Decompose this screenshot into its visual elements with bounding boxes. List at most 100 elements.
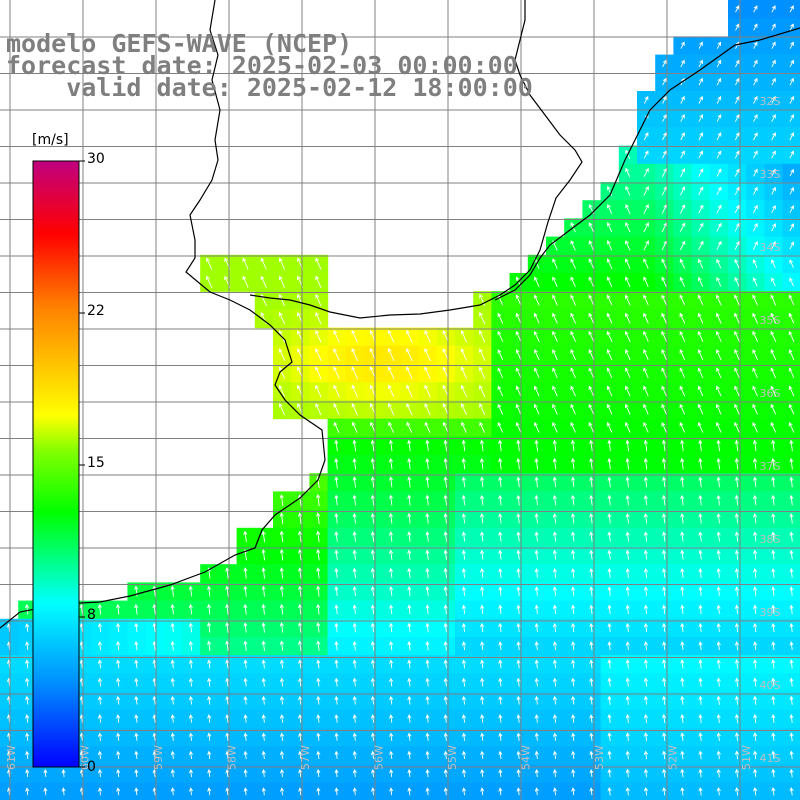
wind-arrow (389, 586, 394, 597)
wind-arrow (479, 330, 486, 343)
wind-arrow (278, 257, 286, 270)
wind-arrow (680, 549, 685, 560)
wind-arrow (533, 403, 540, 415)
wind-arrow (789, 713, 794, 723)
wind-arrow (116, 659, 121, 669)
wind-arrow (407, 659, 412, 669)
wind-arrow (461, 494, 466, 506)
wind-arrow (753, 186, 758, 195)
wind-arrow (425, 768, 430, 778)
wind-arrow (443, 622, 448, 633)
wind-arrow (261, 695, 266, 705)
wind-arrow (643, 349, 649, 361)
wind-arrow (662, 787, 667, 796)
wind-arrow (443, 604, 448, 615)
wind-arrow (643, 677, 648, 687)
wind-arrow (698, 476, 703, 488)
wind-arrow (571, 586, 576, 596)
wind-arrow (624, 385, 631, 397)
wind-arrow (789, 168, 794, 177)
wind-arrow (571, 750, 576, 760)
wind-arrow (243, 695, 248, 705)
wind-arrow (716, 168, 722, 177)
wind-arrow (243, 659, 248, 669)
valid-date: valid date: 2025-02-12 18:00:00 (6, 73, 533, 102)
wind-arrow (679, 258, 686, 269)
wind-arrow (789, 695, 794, 705)
wind-arrow (516, 641, 521, 651)
wind-arrow (225, 768, 230, 778)
wind-arrow (753, 641, 758, 651)
wind-arrow (388, 531, 394, 542)
wind-arrow (334, 714, 339, 723)
wind-arrow (607, 494, 612, 506)
wind-arrow (771, 494, 776, 506)
wind-arrow (279, 530, 284, 543)
wind-arrow (170, 714, 175, 723)
wind-arrow (243, 732, 248, 741)
wind-arrow (625, 222, 631, 233)
wind-arrow (716, 77, 722, 86)
wind-arrow (425, 750, 430, 760)
longitude-label: 57W (299, 745, 312, 770)
wind-arrow (607, 476, 612, 488)
wind-arrow (716, 150, 722, 159)
wind-arrow (534, 732, 539, 741)
wind-arrow (480, 750, 485, 760)
wind-arrow (643, 531, 648, 542)
wind-arrow (716, 222, 722, 232)
wind-arrow (480, 768, 485, 778)
wind-arrow (697, 421, 704, 433)
wind-arrow (479, 403, 486, 416)
wind-arrow (407, 531, 412, 542)
wind-arrow (534, 768, 539, 778)
wind-arrow (698, 240, 704, 251)
wind-arrow (207, 768, 212, 778)
wind-arrow (207, 695, 212, 705)
wind-arrow (771, 41, 776, 49)
wind-arrow (261, 750, 266, 760)
wind-arrow (607, 439, 612, 452)
wind-arrow (443, 476, 448, 488)
wind-arrow (534, 604, 539, 614)
wind-arrow (771, 114, 776, 122)
wind-arrow (497, 385, 504, 397)
wind-arrow (770, 421, 777, 433)
wind-arrow (116, 695, 121, 705)
wind-arrow (753, 549, 758, 560)
wind-arrow (571, 604, 576, 614)
wind-arrow (679, 294, 686, 306)
wind-arrow (188, 695, 194, 705)
wind-arrow (443, 695, 448, 705)
wind-arrow (497, 312, 504, 324)
wind-arrow (316, 714, 321, 723)
wind-arrow (698, 95, 703, 104)
wind-arrow (279, 640, 284, 651)
wind-arrow (479, 312, 486, 325)
wind-arrow (370, 714, 376, 723)
wind-arrow (388, 549, 394, 560)
wind-arrow (643, 713, 648, 723)
wind-arrow (315, 293, 322, 307)
wind-arrow (316, 530, 321, 543)
wind-arrow (716, 604, 721, 614)
wind-arrow (661, 457, 667, 470)
wind-arrow (753, 150, 758, 159)
wind-arrow (734, 622, 739, 633)
wind-arrow (461, 439, 466, 452)
wind-arrow (170, 640, 175, 651)
wind-arrow (625, 586, 630, 596)
wind-arrow (734, 476, 739, 488)
wind-arrow (662, 132, 667, 141)
wind-arrow (352, 695, 357, 705)
wind-arrow (625, 659, 630, 669)
forecast-date: forecast date: 2025-02-03 00:00:00 (6, 51, 518, 80)
wind-arrow (589, 531, 594, 542)
wind-arrow (225, 732, 230, 741)
wind-arrow (389, 695, 394, 705)
wind-arrow (752, 204, 758, 214)
longitude-label: 55W (446, 745, 459, 770)
wind-arrow (734, 768, 740, 778)
wind-arrow (789, 549, 794, 560)
wind-arrow (480, 586, 485, 596)
